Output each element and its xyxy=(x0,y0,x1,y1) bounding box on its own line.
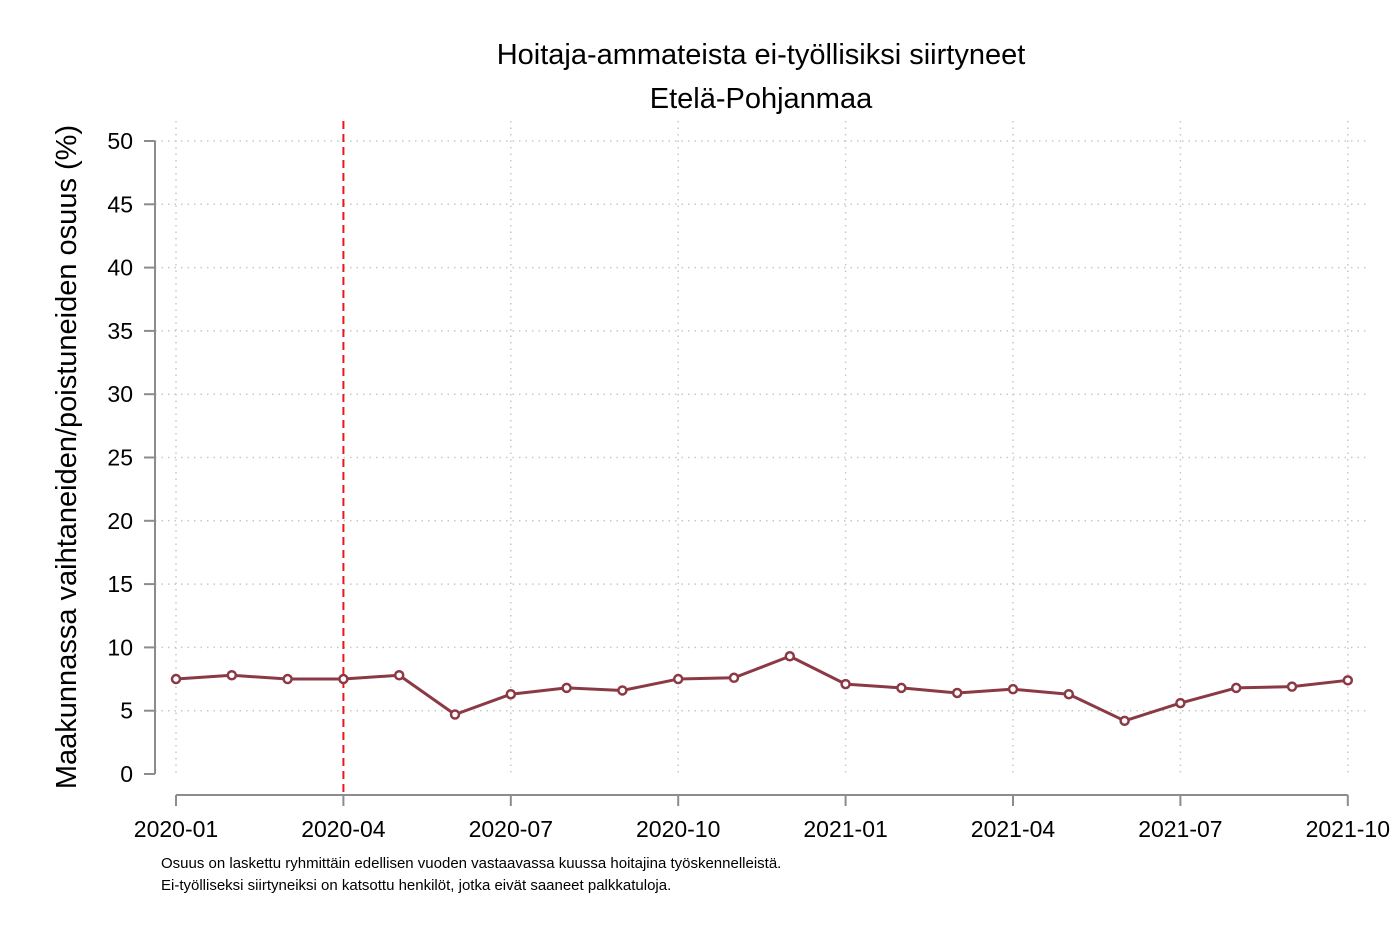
x-tick-label: 2021-07 xyxy=(1138,816,1222,842)
y-tick-label: 10 xyxy=(107,634,133,660)
x-tick-label: 2020-01 xyxy=(134,816,218,842)
data-point xyxy=(338,673,349,685)
x-tick-label: 2020-07 xyxy=(469,816,553,842)
data-point xyxy=(896,682,907,694)
grid xyxy=(155,121,1370,774)
y-tick-label: 5 xyxy=(120,698,133,724)
data-point xyxy=(840,678,851,690)
y-tick-label: 50 xyxy=(107,128,133,154)
x-tick-label: 2020-10 xyxy=(636,816,720,842)
y-tick-label: 20 xyxy=(107,508,133,534)
y-tick-label: 35 xyxy=(107,318,133,344)
data-point xyxy=(1286,681,1298,692)
y-tick-label: 45 xyxy=(107,191,133,217)
chart-subtitle: Etelä-Pohjanmaa xyxy=(650,83,873,115)
x-tick-label: 2021-01 xyxy=(803,816,887,842)
y-tick-label: 0 xyxy=(120,761,133,787)
y-tick-label: 25 xyxy=(107,445,133,471)
data-point xyxy=(561,682,572,694)
data-point xyxy=(449,709,461,720)
data-point xyxy=(226,670,238,681)
x-tick-label: 2021-04 xyxy=(971,816,1056,842)
data-point xyxy=(672,673,684,685)
data-point xyxy=(1007,683,1019,695)
data-point xyxy=(1063,688,1075,700)
data-point xyxy=(282,673,293,685)
data-point xyxy=(1119,715,1130,727)
x-tick-label: 2021-10 xyxy=(1306,816,1390,842)
data-point xyxy=(728,672,740,684)
footnote-1: Osuus on laskettu ryhmittäin edellisen v… xyxy=(161,855,781,872)
data-point xyxy=(1342,675,1354,686)
data-point xyxy=(951,687,963,699)
data-point xyxy=(1175,697,1186,709)
x-tick-label: 2020-04 xyxy=(301,816,386,842)
chart-title: Hoitaja-ammateista ei-työllisiksi siirty… xyxy=(497,39,1026,71)
series-group xyxy=(170,651,1354,727)
y-tick-label: 30 xyxy=(107,381,133,407)
data-point xyxy=(393,670,405,681)
data-point xyxy=(170,673,182,685)
data-point xyxy=(784,651,796,662)
series-line xyxy=(175,654,1348,723)
axes: 0 5 10 15 20 25 30 35 40 45 50 2020-01 2020-04 2020-0… xyxy=(107,128,1390,842)
data-point xyxy=(617,685,628,696)
y-axis-label: Maakunnassa vaihtaneiden/poistuneiden os… xyxy=(51,125,83,789)
data-point xyxy=(1230,682,1242,694)
y-tick-label: 15 xyxy=(107,571,133,597)
data-point xyxy=(505,688,517,700)
footnote-2: Ei-työlliseksi siirtyneiksi on katsottu … xyxy=(161,877,671,894)
y-tick-label: 40 xyxy=(107,255,133,281)
